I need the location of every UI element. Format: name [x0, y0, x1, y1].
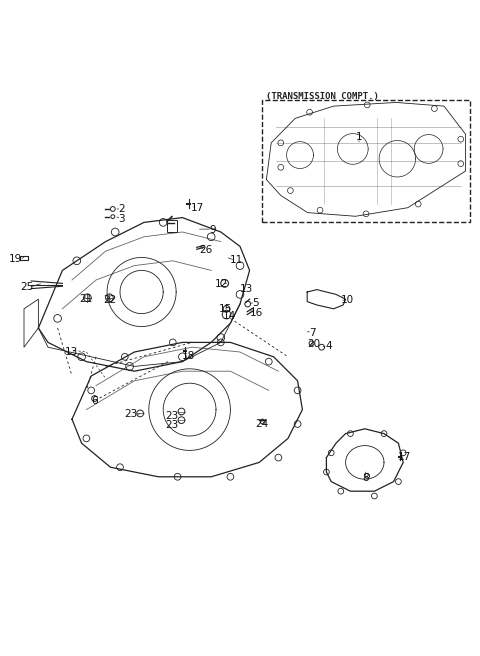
- Text: 8: 8: [362, 473, 369, 483]
- Text: 7: 7: [309, 328, 315, 338]
- Bar: [262, 100, 470, 222]
- Text: 17: 17: [191, 203, 204, 213]
- Text: 9: 9: [210, 224, 216, 235]
- Text: 26: 26: [199, 245, 212, 255]
- Text: 11: 11: [229, 255, 243, 265]
- Text: 1: 1: [356, 132, 362, 142]
- Bar: [167, 220, 177, 232]
- Text: 3: 3: [118, 214, 125, 224]
- Text: 25: 25: [20, 282, 33, 292]
- Text: 17: 17: [398, 452, 411, 462]
- Text: 21: 21: [79, 294, 92, 304]
- Text: 18: 18: [182, 352, 195, 361]
- Text: 13: 13: [64, 346, 78, 356]
- Text: 19: 19: [9, 254, 22, 264]
- Text: 4: 4: [325, 341, 332, 351]
- Text: 20: 20: [307, 339, 321, 349]
- Text: 23: 23: [165, 411, 179, 421]
- Text: (TRANSMISSION COMPT.): (TRANSMISSION COMPT.): [266, 92, 379, 102]
- Text: 10: 10: [341, 295, 354, 305]
- Text: 16: 16: [250, 308, 263, 318]
- Text: 24: 24: [255, 419, 269, 429]
- Text: 13: 13: [240, 284, 253, 294]
- Text: 23: 23: [165, 420, 179, 430]
- Text: 6: 6: [91, 396, 98, 406]
- Text: 2: 2: [118, 204, 125, 214]
- Text: 5: 5: [252, 298, 259, 308]
- Text: 12: 12: [215, 279, 228, 289]
- Text: 23: 23: [124, 409, 137, 419]
- Text: 15: 15: [219, 304, 232, 314]
- Text: 22: 22: [103, 295, 116, 305]
- Text: 14: 14: [223, 312, 236, 321]
